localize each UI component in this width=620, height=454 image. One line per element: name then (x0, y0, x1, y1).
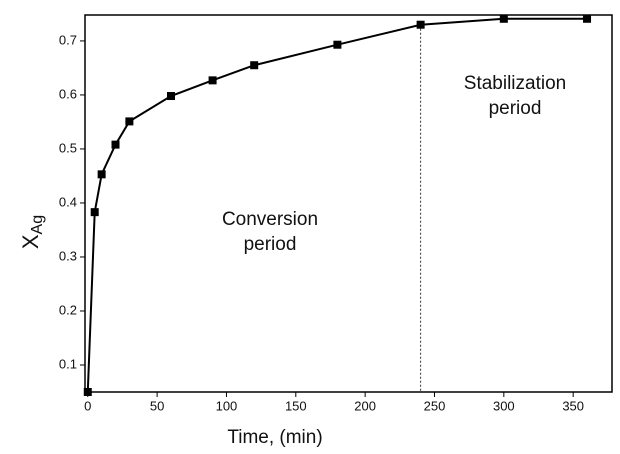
y-tick-label: 0.6 (59, 86, 77, 101)
data-point (166, 92, 175, 101)
x-tick-label: 300 (493, 398, 515, 413)
y-tick-label: 0.4 (59, 194, 77, 209)
x-tick-label: 0 (84, 398, 91, 413)
plot-frame (84, 14, 613, 393)
annotation: period (489, 98, 542, 119)
y-tick-label: 0.2 (59, 302, 77, 317)
data-point (208, 76, 217, 85)
data-point (125, 117, 134, 126)
y-tick-label: 0.3 (59, 248, 77, 263)
x-tick-label: 50 (150, 398, 164, 413)
annotation: period (244, 234, 297, 255)
data-point (83, 388, 92, 396)
y-axis-label: XAg (18, 215, 46, 249)
x-tick-label: 250 (424, 398, 446, 413)
annotation: Stabilization (464, 73, 566, 94)
x-tick-label: 200 (354, 398, 376, 413)
data-point (97, 170, 106, 179)
data-point (583, 14, 592, 23)
x-tick-label: 350 (562, 398, 584, 413)
x-axis-label: Time, (min) (227, 427, 322, 448)
data-point (416, 20, 425, 29)
y-tick-label: 0.7 (59, 32, 77, 47)
x-tick-label: 100 (216, 398, 238, 413)
y-label-main: X (18, 234, 43, 249)
y-label-sub: Ag (29, 215, 46, 235)
x-tick-label: 150 (285, 398, 307, 413)
annotation: Conversion (222, 209, 318, 230)
data-point (111, 140, 120, 149)
y-tick-label: 0.1 (59, 356, 77, 371)
data-line (86, 17, 588, 393)
data-point (499, 14, 508, 23)
data-point (333, 40, 342, 49)
y-tick-label: 0.5 (59, 140, 77, 155)
data-point (90, 208, 99, 217)
data-point (250, 61, 259, 70)
